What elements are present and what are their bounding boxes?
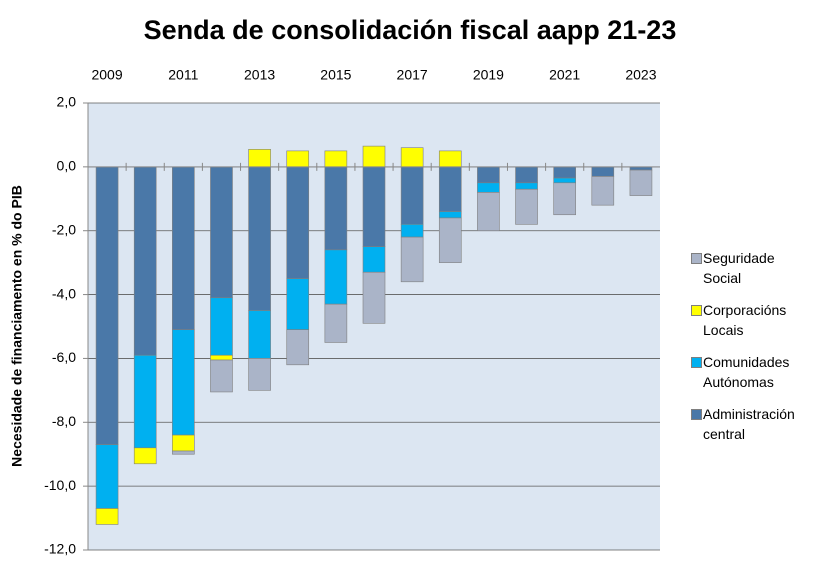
bar-segment (286, 278, 310, 330)
bar-segment (515, 188, 538, 225)
bar-segment (248, 148, 271, 168)
x-tick-label: 2009 (91, 67, 122, 83)
legend-entry: Seguridade Social (691, 248, 818, 288)
y-tick-label: -8,0 (52, 413, 76, 429)
y-tick-label: -2,0 (52, 221, 76, 237)
x-tick-label: 2021 (549, 67, 580, 83)
bar-segment (400, 147, 424, 168)
bar-segment (172, 450, 195, 455)
bar-segment (362, 271, 386, 324)
y-axis-label: Necesidade de financiamento en % do PIB (9, 185, 25, 467)
x-tick-label: 2017 (397, 67, 428, 83)
bar-segment (286, 150, 310, 168)
bar-segment (477, 182, 500, 193)
legend-swatch (691, 409, 702, 420)
bar-segment (133, 166, 157, 356)
bar-segment (553, 177, 576, 184)
bar-segment (172, 329, 195, 436)
bar-segment (210, 297, 233, 356)
y-tick-label: -4,0 (52, 285, 76, 301)
legend-swatch (691, 305, 702, 316)
bar-segment (438, 150, 462, 168)
bar-segment (172, 434, 195, 452)
bar-segment (248, 166, 271, 311)
legend-swatch (691, 253, 702, 264)
bar-segment (324, 150, 348, 168)
legend-swatch (691, 357, 702, 368)
chart-title: Senda de consolidación fiscal aapp 21-23 (144, 15, 677, 45)
bar-segment (591, 166, 615, 177)
bar-segment (629, 169, 653, 196)
y-tick-label: 2,0 (57, 94, 77, 110)
bar-segment (172, 166, 195, 330)
y-tick-label: 0,0 (57, 158, 77, 174)
bar-segment (248, 358, 271, 391)
bar-segment (286, 329, 310, 366)
legend-entry: Administración central (691, 404, 818, 444)
bar-segment (438, 166, 462, 212)
bar-segment (438, 211, 462, 219)
bar-segment (477, 192, 500, 232)
legend-entry: Corporacións Locais (691, 300, 818, 340)
bar-segment (400, 236, 424, 283)
bar-segment (591, 176, 615, 206)
bar-segment (515, 166, 538, 184)
bar-segment (477, 166, 500, 184)
bar-segment (362, 246, 386, 273)
legend-label: Comunidades Autónomas (703, 354, 790, 390)
bar-segment (95, 166, 119, 445)
y-tick-label: -10,0 (44, 477, 76, 493)
bar-segment (95, 444, 119, 509)
x-tick-label: 2019 (473, 67, 504, 83)
bar-segment (438, 217, 462, 263)
bar-segment (553, 166, 576, 179)
bar-segment (324, 249, 348, 305)
bar-segment (133, 447, 157, 465)
bar-segment (248, 310, 271, 359)
x-tick-label: 2011 (168, 67, 198, 83)
y-tick-label: -12,0 (44, 541, 76, 557)
x-tick-label: 2015 (320, 67, 351, 83)
bar-segment (324, 166, 348, 251)
legend-entry: Comunidades Autónomas (691, 352, 818, 392)
y-tick-label: -6,0 (52, 349, 76, 365)
bar-segment (133, 354, 157, 449)
x-tick-label: 2013 (244, 67, 275, 83)
legend-label: Administración central (703, 406, 795, 442)
bar-segment (95, 508, 119, 525)
bar-segment (400, 166, 424, 225)
bar-segment (362, 166, 386, 247)
legend-label: Seguridade Social (703, 250, 775, 286)
bar-segment (400, 224, 424, 238)
bar-segment (286, 166, 310, 279)
bar-segment (210, 166, 233, 299)
x-tick-label: 2023 (625, 67, 656, 83)
bar-segment (362, 145, 386, 168)
bar-segment (210, 359, 233, 393)
bar-segment (515, 182, 538, 190)
legend-label: Corporacións Locais (703, 302, 787, 338)
bar-segment (553, 182, 576, 216)
bar-segment (324, 303, 348, 343)
bar-segment (210, 354, 233, 361)
